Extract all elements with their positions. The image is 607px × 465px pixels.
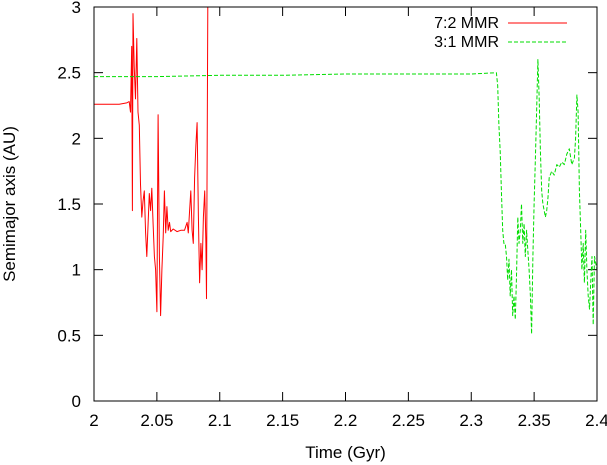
legend-label-3-1-mmr: 3:1 MMR bbox=[434, 34, 499, 51]
plot-frame bbox=[93, 6, 598, 402]
y-tick-label: 0.5 bbox=[57, 326, 81, 345]
x-tick-label: 2.1 bbox=[208, 411, 232, 430]
x-tick-labels: 2 2.05 2.1 2.15 2.2 2.25 2.3 2.35 2.4 bbox=[89, 411, 607, 430]
y-tick-label: 0 bbox=[72, 392, 81, 411]
plot-series bbox=[94, 6, 598, 335]
x-axis-title: Time (Gyr) bbox=[305, 443, 386, 462]
x-tick-label: 2.25 bbox=[392, 411, 425, 430]
x-tick-label: 2.4 bbox=[585, 411, 607, 430]
y-tick-label: 1 bbox=[72, 261, 81, 280]
series-line-3-1-mmr bbox=[94, 59, 598, 335]
series-line-7-2-mmr bbox=[94, 6, 209, 317]
tick-marks bbox=[93, 6, 598, 402]
y-tick-labels: 0 0.5 1 1.5 2 2.5 3 bbox=[57, 0, 81, 411]
x-tick-label: 2.3 bbox=[459, 411, 483, 430]
x-tick-label: 2 bbox=[89, 411, 98, 430]
y-tick-label: 3 bbox=[72, 0, 81, 17]
legend-label-7-2-mmr: 7:2 MMR bbox=[434, 15, 499, 32]
y-tick-label: 2.5 bbox=[57, 64, 81, 83]
x-tick-label: 2.2 bbox=[334, 411, 358, 430]
x-tick-label: 2.05 bbox=[140, 411, 173, 430]
y-axis-title: Semimajor axis (AU) bbox=[0, 126, 19, 282]
x-tick-label: 2.35 bbox=[518, 411, 551, 430]
legend: 7:2 MMR 3:1 MMR bbox=[434, 15, 567, 51]
y-tick-label: 2 bbox=[72, 129, 81, 148]
x-tick-label: 2.15 bbox=[266, 411, 299, 430]
y-tick-label: 1.5 bbox=[57, 195, 81, 214]
